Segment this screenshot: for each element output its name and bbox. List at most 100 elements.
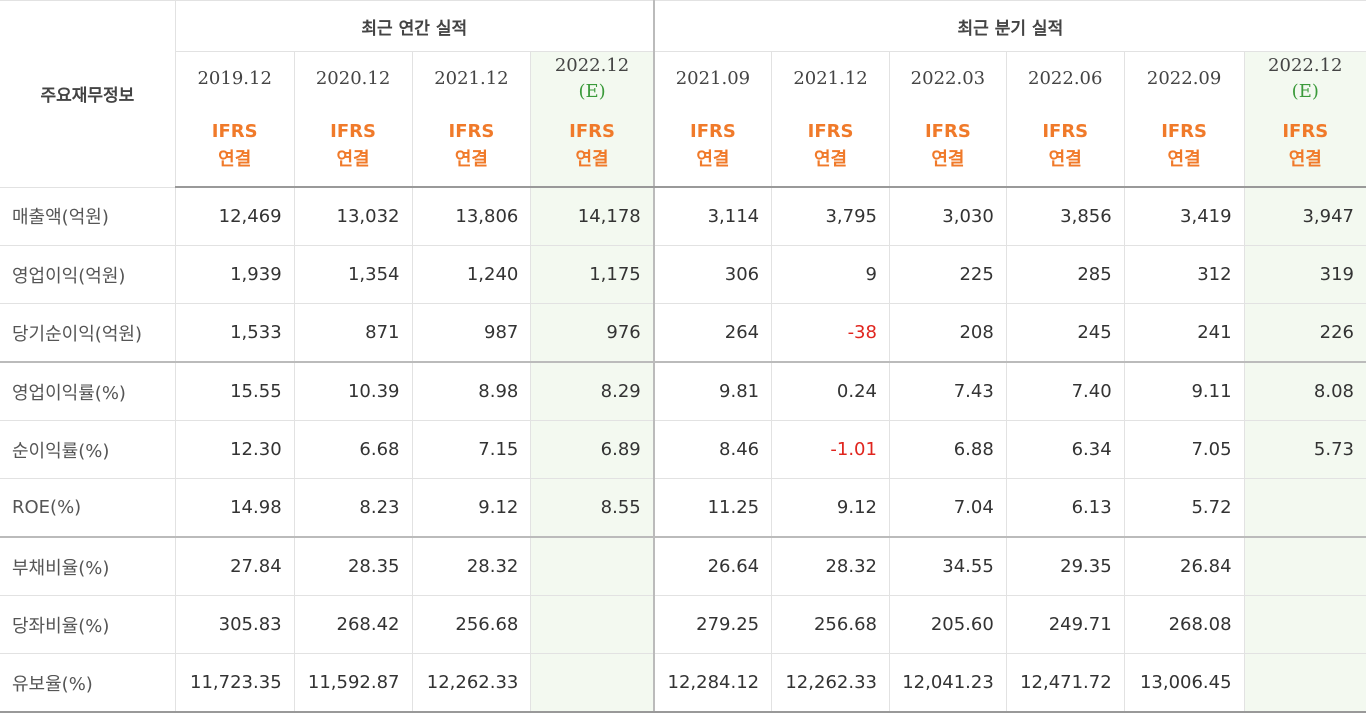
value-cell: 5.73 [1243,420,1366,479]
value-cell: 12,471.72 [1005,653,1125,713]
value-cell [530,595,655,654]
value-cell: 14,178 [530,186,655,246]
value-cell: 256.68 [411,595,532,654]
consolidated-line: 연결 [813,149,848,170]
table-row: 부채비율(%) 27.84 28.35 28.32 26.64 28.32 34.55 29.… [0,536,1366,596]
value-cell: 976 [530,303,655,363]
value-cell: 9 [771,245,890,304]
value-cell: 8.29 [530,361,655,421]
period-label: 2022.12 [554,55,630,76]
value-cell: 27.84 [174,536,295,596]
value-cell: -1.01 [771,420,890,479]
consolidated-line: 연결 [931,149,965,170]
ifrs-line: IFRS [1042,121,1089,142]
ifrs-line: IFRS [448,121,495,142]
ifrs-basis-label: IFRS 연결 [888,106,1007,188]
value-cell: 3,856 [1005,186,1125,246]
row-label: 당좌비율(%) [0,595,176,654]
value-cell: 12,041.23 [888,653,1007,713]
value-cell: -38 [771,303,890,363]
ifrs-basis-label: IFRS 연결 [293,106,413,188]
value-cell: 12,262.33 [411,653,532,713]
period-header: 2022.06 [1005,51,1125,106]
value-cell: 241 [1123,303,1245,363]
quarter-group-header: 최근 분기 실적 [653,0,1366,52]
row-label: 부채비율(%) [0,536,176,596]
value-cell [1243,653,1366,713]
value-cell: 987 [411,303,532,363]
ifrs-line: IFRS [211,121,258,142]
ifrs-basis-label: IFRS 연결 [1123,106,1245,188]
value-cell: 7.04 [888,478,1007,538]
value-cell: 12,469 [174,186,295,246]
ifrs-line: IFRS [1282,121,1329,142]
value-cell: 7.15 [411,420,532,479]
consolidated-line: 연결 [1048,149,1082,170]
ifrs-line: IFRS [1161,121,1208,142]
value-cell: 28.32 [411,536,532,596]
value-cell: 12.30 [174,420,295,479]
table-row: 당좌비율(%) 305.83 268.42 256.68 279.25 256.68 205… [0,595,1366,654]
value-cell: 29.35 [1005,536,1125,596]
value-cell: 12,262.33 [771,653,890,713]
value-cell: 226 [1243,303,1366,363]
value-cell: 11,723.35 [174,653,295,713]
value-cell: 3,419 [1123,186,1245,246]
period-header: 2022.12 (E) [1243,51,1366,106]
table-row: 매출액(억원) 12,469 13,032 13,806 14,178 3,114 3,79… [0,186,1366,246]
value-cell: 1,354 [293,245,413,304]
value-cell: 26.64 [653,536,773,596]
period-label: 2020.12 [315,68,391,89]
table-row: 영업이익(억원) 1,939 1,354 1,240 1,175 306 9 225 285 31… [0,245,1366,304]
consolidated-line: 연결 [1288,149,1322,170]
value-cell: 8.55 [530,478,655,538]
value-cell: 205.60 [888,595,1007,654]
value-cell: 7.43 [888,361,1007,421]
value-cell: 12,284.12 [653,653,773,713]
value-cell: 13,806 [411,186,532,246]
value-cell: 256.68 [771,595,890,654]
value-cell: 34.55 [888,536,1007,596]
consolidated-line: 연결 [1167,149,1201,170]
ifrs-basis-label: IFRS 연결 [411,106,532,188]
value-cell: 9.11 [1123,361,1245,421]
value-cell: 9.12 [771,478,890,538]
estimate-mark: (E) [578,81,606,102]
period-label: 2021.12 [434,68,509,89]
value-cell: 264 [653,303,773,363]
consolidated-line: 연결 [336,149,370,170]
period-label: 2022.03 [910,68,986,89]
period-header: 2022.03 [888,51,1007,106]
value-cell: 28.35 [293,536,413,596]
value-cell [1243,595,1366,654]
period-header: 2022.12 (E) [530,51,655,106]
value-cell: 1,939 [174,245,295,304]
value-cell: 8.08 [1243,361,1366,421]
value-cell: 3,947 [1243,186,1366,246]
value-cell: 305.83 [174,595,295,654]
row-label: 영업이익(억원) [0,245,176,304]
value-cell: 871 [293,303,413,363]
value-cell: 225 [888,245,1007,304]
table-row: 당기순이익(억원) 1,533 871 987 976 264 -38 208 245 241 22… [0,303,1366,363]
value-cell: 208 [888,303,1007,363]
value-cell: 6.89 [530,420,655,479]
consolidated-line: 연결 [454,149,488,170]
row-label: ROE(%) [0,478,176,538]
value-cell: 306 [653,245,773,304]
value-cell: 15.55 [174,361,295,421]
period-label: 2022.12 [1268,55,1343,76]
value-cell: 6.88 [888,420,1007,479]
value-cell: 1,533 [174,303,295,363]
ifrs-line: IFRS [690,121,736,142]
ifrs-basis-label: IFRS 연결 [530,106,655,188]
value-cell [530,536,655,596]
table-row: ROE(%) 14.98 8.23 9.12 8.55 11.25 9.12 7.04 6.13… [0,478,1366,538]
value-cell: 8.98 [411,361,532,421]
value-cell: 14.98 [174,478,295,538]
period-header: 2021.09 [653,51,773,106]
value-cell: 5.72 [1123,478,1245,538]
value-cell: 3,795 [771,186,890,246]
ifrs-line: IFRS [924,121,971,142]
